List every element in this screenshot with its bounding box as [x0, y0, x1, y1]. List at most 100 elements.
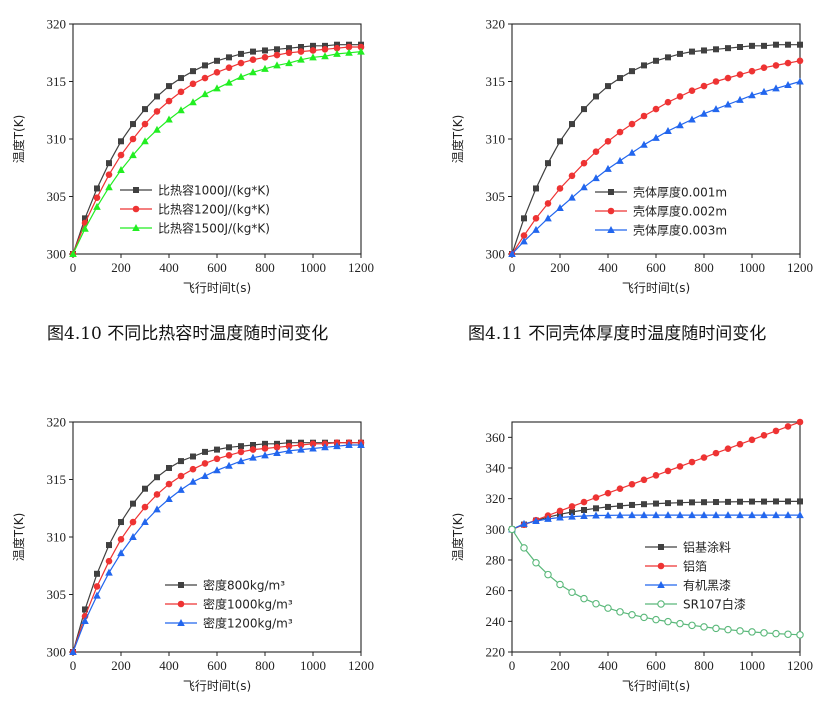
data-point — [569, 509, 575, 516]
y-tick-label: 320 — [47, 415, 67, 430]
data-point — [81, 616, 89, 624]
data-point — [297, 55, 305, 63]
x-tick-label: 1200 — [787, 260, 813, 275]
data-point — [333, 44, 341, 52]
data-point — [141, 503, 149, 511]
y-tick-label: 300 — [486, 247, 506, 262]
data-point — [177, 88, 185, 96]
y-tick-label: 300 — [47, 645, 67, 660]
y-tick-label: 315 — [47, 472, 67, 487]
data-point — [580, 594, 588, 603]
data-point — [165, 495, 173, 503]
data-point — [237, 457, 245, 465]
data-point — [321, 52, 329, 60]
data-point — [605, 503, 611, 510]
data-point — [94, 570, 100, 577]
data-point — [652, 615, 660, 624]
data-point — [237, 59, 245, 67]
data-point — [213, 69, 221, 76]
data-point — [189, 465, 197, 473]
data-point — [225, 452, 233, 459]
data-point — [273, 61, 281, 69]
data-point — [652, 133, 660, 141]
data-point — [166, 465, 172, 471]
data-point — [713, 499, 719, 506]
data-point — [748, 436, 756, 444]
data-point — [106, 160, 112, 167]
data-point — [545, 160, 551, 167]
data-point — [544, 570, 552, 579]
data-point — [129, 533, 137, 540]
data-point — [617, 75, 623, 82]
data-point — [592, 599, 600, 608]
data-point — [201, 74, 209, 82]
legend-marker — [608, 189, 614, 195]
data-point — [154, 93, 160, 100]
data-point — [130, 121, 136, 128]
data-point — [653, 57, 659, 64]
series-1 — [69, 439, 365, 656]
data-point — [178, 75, 184, 82]
data-point — [177, 472, 185, 480]
data-point — [772, 84, 780, 92]
x-axis-label: 飞行时间t(s) — [622, 281, 690, 295]
series-3 — [508, 525, 804, 639]
data-point — [712, 105, 720, 113]
data-point — [165, 115, 173, 123]
y-tick-label: 300 — [47, 247, 67, 262]
chart-density: 0 200 400 600 800 1000 1200 300 305 310 315 320 飞行时间… — [11, 415, 374, 694]
data-point — [640, 112, 648, 120]
x-tick-label: 400 — [598, 260, 618, 275]
data-point — [568, 193, 576, 201]
data-point — [520, 519, 528, 527]
data-point — [141, 137, 149, 145]
data-point — [664, 511, 672, 519]
data-point — [321, 443, 329, 451]
y-tick-label: 305 — [486, 189, 506, 204]
data-point — [760, 511, 768, 519]
data-point — [130, 500, 136, 507]
x-tick-label: 200 — [111, 260, 131, 275]
data-point — [784, 511, 792, 519]
data-point — [141, 518, 149, 526]
data-point — [628, 480, 636, 488]
y-tick-label: 310 — [47, 132, 67, 147]
data-point — [213, 466, 221, 474]
data-point — [664, 617, 672, 626]
data-point — [724, 625, 732, 634]
data-point — [69, 250, 77, 257]
data-point — [629, 501, 635, 508]
y-tick-label: 310 — [486, 132, 506, 147]
data-point — [237, 72, 245, 80]
data-point — [105, 171, 113, 178]
data-point — [533, 185, 539, 192]
data-point — [309, 444, 317, 452]
data-point — [592, 494, 600, 501]
data-point — [105, 568, 113, 576]
data-point — [249, 56, 257, 63]
data-point — [749, 498, 755, 505]
data-point — [700, 511, 708, 519]
data-point — [712, 78, 720, 85]
data-point — [701, 47, 707, 54]
data-point — [250, 442, 256, 448]
y-tick-label: 280 — [486, 553, 506, 568]
data-point — [580, 511, 588, 519]
y-tick-label: 240 — [486, 614, 506, 629]
data-point — [309, 53, 317, 61]
legend-label: 比热容1200J/(kg*K) — [158, 202, 270, 217]
data-point — [532, 517, 540, 525]
data-point — [225, 461, 233, 469]
data-point — [345, 43, 353, 51]
legend-label: 密度1200kg/m³ — [203, 616, 293, 631]
legend-marker — [657, 581, 665, 588]
data-point — [736, 71, 744, 78]
data-point — [593, 505, 599, 512]
data-point — [189, 80, 197, 88]
chart-shell-thickness: 0 200 400 600 800 1000 1200 300 305 310 315 320 飞行时间… — [450, 17, 813, 296]
data-point — [665, 500, 671, 507]
data-point — [665, 54, 671, 61]
data-point — [69, 648, 77, 655]
data-point — [664, 467, 672, 475]
